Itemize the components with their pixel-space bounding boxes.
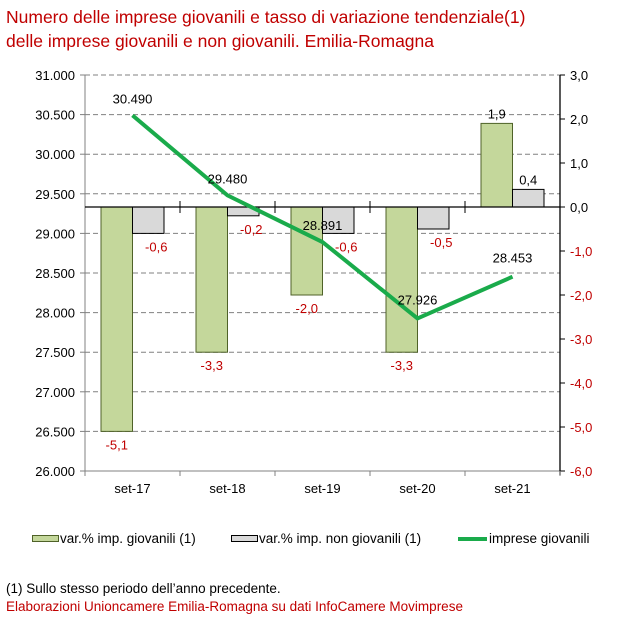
legend-label: var.% imp. giovanili (1) bbox=[60, 531, 196, 546]
bar-data-label: -5,1 bbox=[106, 437, 128, 452]
legend-item-nonyouth-change: var.% imp. non giovanili (1) bbox=[231, 531, 421, 546]
line-data-label: 27.926 bbox=[398, 292, 438, 307]
right-axis-tick-label: 1,0 bbox=[570, 156, 588, 171]
chart-title-line-2: delle imprese giovanili e non giovanili.… bbox=[6, 31, 434, 51]
line-data-label: 29.480 bbox=[208, 171, 248, 186]
source-text: Elaborazioni Unioncamere Emilia-Romagna … bbox=[6, 599, 463, 614]
bar-data-label: 1,9 bbox=[488, 106, 506, 121]
bar-data-label: 0,4 bbox=[519, 172, 537, 187]
right-axis-tick-label: -6,0 bbox=[570, 464, 592, 479]
bar-data-label: -3,3 bbox=[201, 358, 223, 373]
bar-youth-set-17 bbox=[100, 206, 133, 432]
line-data-label: 28.453 bbox=[493, 251, 533, 266]
x-axis-tick-label: set-17 bbox=[114, 481, 150, 496]
legend-swatch-green-bar bbox=[32, 535, 59, 542]
right-axis-tick-label: -4,0 bbox=[570, 376, 592, 391]
left-axis-tick-label: 26.000 bbox=[35, 464, 75, 479]
left-axis-tick-label: 30.500 bbox=[35, 108, 75, 123]
left-axis-tick-label: 28.500 bbox=[35, 266, 75, 281]
x-axis-tick-label: set-18 bbox=[209, 481, 245, 496]
legend-swatch-gray-bar bbox=[231, 535, 258, 542]
left-axis-tick-label: 29.000 bbox=[35, 226, 75, 241]
line-data-label: 30.490 bbox=[113, 91, 153, 106]
left-axis-tick-label: 27.500 bbox=[35, 345, 75, 360]
legend-swatch-green-line bbox=[458, 536, 487, 541]
legend-item-youth-count: imprese giovanili bbox=[458, 531, 590, 546]
bar-nonyouth-set-21 bbox=[512, 188, 545, 208]
bar-nonyouth-set-17 bbox=[132, 206, 165, 234]
x-axis-tick-label: set-21 bbox=[494, 481, 530, 496]
right-axis-tick-label: -1,0 bbox=[570, 244, 592, 259]
left-axis-tick-label: 29.500 bbox=[35, 187, 75, 202]
right-axis-tick-label: 2,0 bbox=[570, 112, 588, 127]
left-axis-tick-label: 28.000 bbox=[35, 306, 75, 321]
legend-label: imprese giovanili bbox=[489, 531, 590, 546]
x-axis-tick-label: set-19 bbox=[304, 481, 340, 496]
left-axis-tick-label: 27.000 bbox=[35, 385, 75, 400]
legend-item-youth-change: var.% imp. giovanili (1) bbox=[32, 531, 196, 546]
x-axis-tick-label: set-20 bbox=[399, 481, 435, 496]
bar-data-label: -0,6 bbox=[335, 239, 357, 254]
right-axis-tick-label: -3,0 bbox=[570, 332, 592, 347]
bar-data-label: -0,6 bbox=[145, 239, 167, 254]
bar-data-label: -0,5 bbox=[430, 235, 452, 250]
bar-youth-set-20 bbox=[385, 206, 418, 353]
right-axis-tick-label: 3,0 bbox=[570, 68, 588, 83]
chart-legend: var.% imp. giovanili (1) var.% imp. non … bbox=[0, 531, 620, 551]
footnote-text: (1) Sullo stesso periodo dell’anno prece… bbox=[6, 581, 281, 596]
bar-youth-set-21 bbox=[480, 122, 513, 208]
bar-youth-set-19 bbox=[290, 206, 323, 296]
left-axis-tick-label: 31.000 bbox=[35, 68, 75, 83]
bar-data-label: -2,0 bbox=[296, 301, 318, 316]
left-axis-tick-label: 26.500 bbox=[35, 424, 75, 439]
footnotes: (1) Sullo stesso periodo dell’anno prece… bbox=[6, 580, 463, 616]
bar-nonyouth-set-20 bbox=[417, 206, 450, 230]
legend-label: var.% imp. non giovanili (1) bbox=[259, 531, 422, 546]
bar-youth-set-18 bbox=[195, 206, 228, 353]
right-axis-tick-label: -2,0 bbox=[570, 288, 592, 303]
line-data-label: 28.891 bbox=[303, 218, 343, 233]
left-axis-tick-label: 30.000 bbox=[35, 147, 75, 162]
chart-title: Numero delle imprese giovanili e tasso d… bbox=[6, 5, 616, 53]
right-axis-tick-label: 0,0 bbox=[570, 200, 588, 215]
chart-title-line-1: Numero delle imprese giovanili e tasso d… bbox=[6, 7, 526, 27]
bar-data-label: -3,3 bbox=[391, 358, 413, 373]
bar-data-label: -0,2 bbox=[240, 222, 262, 237]
right-axis-tick-label: -5,0 bbox=[570, 420, 592, 435]
bar-nonyouth-set-19 bbox=[322, 206, 355, 234]
